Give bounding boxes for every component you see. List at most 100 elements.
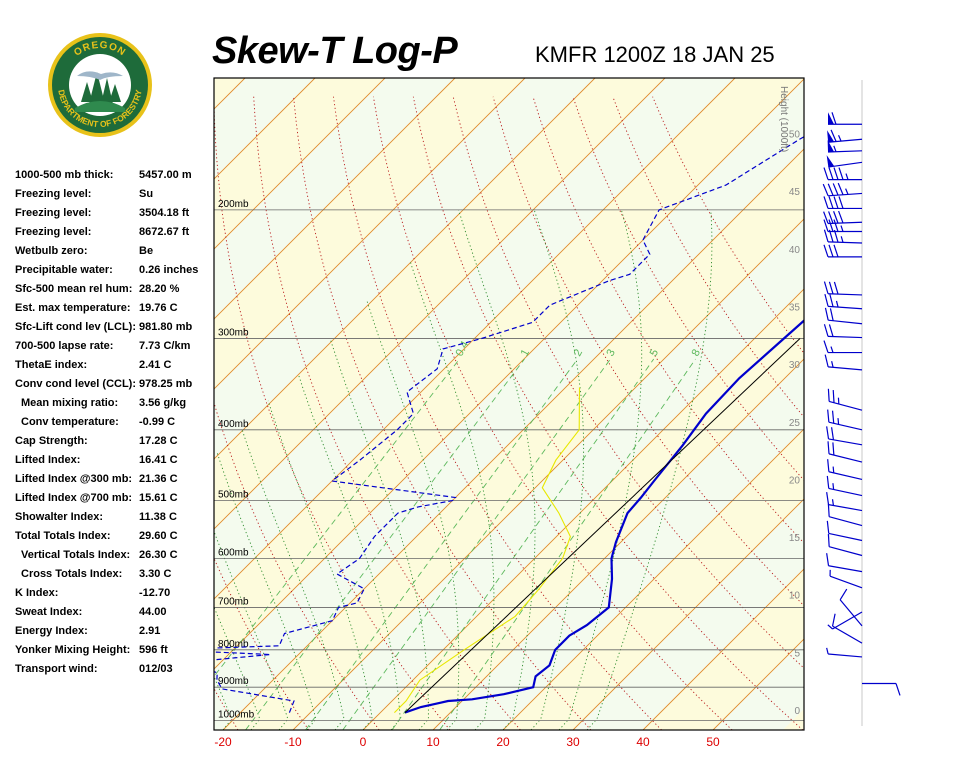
stat-row: Est. max temperature: 19.76 C bbox=[15, 299, 210, 318]
isotherm-lines bbox=[0, 78, 804, 730]
height-tick-label: 10 bbox=[789, 591, 801, 602]
stat-value: 3.56 g/kg bbox=[139, 397, 187, 409]
isotherm-line bbox=[214, 78, 246, 110]
wind-barb bbox=[827, 459, 863, 480]
moist-adiabat-line bbox=[214, 606, 261, 730]
stat-label: Freezing level: bbox=[15, 226, 92, 238]
stat-value: 28.20 % bbox=[139, 283, 180, 295]
stat-row: Total Totals Index: 29.60 C bbox=[15, 527, 210, 546]
mixing-ratio-lines: 0.4 1 2 3 5 8 bbox=[214, 339, 703, 730]
stat-label: Cap Strength: bbox=[15, 435, 88, 447]
isotherm-line bbox=[502, 428, 804, 730]
stat-value: Su bbox=[139, 188, 154, 200]
stat-row: Lifted Index @700 mb: 15.61 C bbox=[15, 489, 210, 508]
height-tick-label: 35 bbox=[789, 302, 801, 313]
wind-barb bbox=[827, 388, 863, 411]
stat-row: Yonker Mixing Height: 596 ft bbox=[15, 641, 210, 660]
stat-row: 700-500 lapse rate: 7.73 C/km bbox=[15, 337, 210, 356]
height-tick-label: 30 bbox=[789, 360, 801, 371]
dry-adiabat-line bbox=[293, 96, 592, 730]
stat-label: Total Totals Index: bbox=[15, 530, 111, 542]
stat-value: 8672.67 ft bbox=[139, 226, 190, 238]
wind-barb bbox=[827, 129, 863, 143]
wind-barb bbox=[827, 139, 863, 153]
mixing-ratio-label: 1 bbox=[519, 347, 532, 358]
stat-value: 0.26 inches bbox=[139, 264, 199, 276]
wind-barb bbox=[823, 210, 863, 225]
wind-barb bbox=[827, 504, 863, 527]
stat-label: K Index: bbox=[15, 587, 59, 599]
stat-label: Energy Index: bbox=[15, 625, 88, 637]
stat-row: Showalter Index: 11.38 C bbox=[15, 508, 210, 527]
height-axis-label: Height (1000ft) bbox=[778, 86, 789, 152]
pressure-label: 400mb bbox=[218, 419, 249, 430]
stat-row: ThetaE index: 2.41 C bbox=[15, 356, 210, 375]
stat-row: Cross Totals Index: 3.30 C bbox=[15, 565, 210, 584]
mixing-ratio-label: 3 bbox=[604, 347, 617, 358]
stat-value: 17.28 C bbox=[139, 435, 178, 447]
stat-value: 26.30 C bbox=[139, 549, 178, 561]
series-temperature bbox=[404, 319, 804, 714]
series-dewpoint bbox=[214, 136, 804, 713]
wind-barb bbox=[826, 155, 863, 168]
wind-barb bbox=[823, 340, 862, 354]
wind-barb bbox=[824, 293, 863, 310]
dry-adiabat-line bbox=[372, 96, 733, 730]
isotherm-line bbox=[642, 568, 804, 730]
stat-label: Yonker Mixing Height: bbox=[15, 644, 131, 656]
mixing-ratio-line bbox=[342, 358, 611, 730]
dry-adiabat-lines bbox=[0, 96, 804, 730]
wind-barb bbox=[823, 281, 863, 296]
mixing-ratio-line bbox=[245, 358, 525, 730]
logo-trees-icon bbox=[75, 71, 125, 112]
mixing-ratio-line bbox=[305, 358, 578, 730]
wind-barb bbox=[826, 475, 863, 497]
stat-row: Transport wind: 012/03 bbox=[15, 660, 210, 679]
wind-barb bbox=[826, 426, 863, 446]
stat-value: 5457.00 m bbox=[139, 169, 192, 181]
dry-adiabat-line bbox=[0, 97, 97, 730]
stat-value: 7.73 C/km bbox=[139, 340, 191, 352]
stat-value: 21.36 C bbox=[139, 473, 178, 485]
wind-barb bbox=[827, 611, 863, 630]
station-time-label: KMFR 1200Z 18 JAN 25 bbox=[535, 42, 775, 67]
height-tick-label: 15 bbox=[789, 533, 801, 544]
mixing-ratio-line bbox=[391, 358, 655, 730]
stat-label: Est. max temperature: bbox=[15, 302, 131, 314]
pressure-label: 1000mb bbox=[218, 710, 255, 721]
height-tick-label: 50 bbox=[789, 130, 801, 141]
stat-value: 16.41 C bbox=[139, 454, 178, 466]
wind-barb bbox=[822, 182, 863, 197]
height-axis: Height (1000ft) 0 5 10 15 20 25 30 35 40 45 50 bbox=[778, 86, 800, 717]
stat-row: Energy Index: 2.91 bbox=[15, 622, 210, 641]
stat-value: 29.60 C bbox=[139, 530, 178, 542]
wind-barb bbox=[823, 219, 862, 233]
stat-row: Freezing level: 3504.18 ft bbox=[15, 204, 210, 223]
height-tick-label: 25 bbox=[789, 418, 801, 429]
isotherm-line bbox=[362, 288, 804, 730]
stat-row: Sfc-500 mean rel hum: 28.20 % bbox=[15, 280, 210, 299]
wind-barb bbox=[823, 196, 862, 210]
mixing-ratio-label: 5 bbox=[648, 347, 661, 358]
stat-row: Freezing level: 8672.67 ft bbox=[15, 223, 210, 242]
temperature-tick-label: -10 bbox=[284, 735, 302, 749]
dry-adiabat-line bbox=[214, 96, 451, 730]
stat-row: Sfc-Lift cond lev (LCL): 981.80 mb bbox=[15, 318, 210, 337]
mixing-ratio-label: 2 bbox=[572, 347, 585, 358]
wind-barb bbox=[823, 324, 863, 339]
stat-row: Lifted Index @300 mb: 21.36 C bbox=[15, 470, 210, 489]
isotherm-line bbox=[572, 498, 804, 730]
isotherm-line bbox=[214, 78, 386, 250]
stat-value: 44.00 bbox=[139, 606, 167, 618]
wind-barb bbox=[831, 613, 863, 644]
temperature-tick-label: 30 bbox=[566, 735, 580, 749]
height-tick-label: 20 bbox=[789, 475, 801, 486]
isotherm-line bbox=[0, 78, 175, 730]
wind-barb bbox=[823, 167, 862, 181]
height-tick-label: 45 bbox=[789, 187, 801, 198]
oregon-forestry-logo: OREGON DEPARTMENT OF FORESTRY bbox=[47, 32, 153, 138]
mixing-ratio-label: 8 bbox=[690, 347, 703, 358]
temperature-tick-label: 50 bbox=[706, 735, 720, 749]
wind-barb bbox=[862, 682, 901, 696]
wind-barb bbox=[827, 441, 863, 463]
